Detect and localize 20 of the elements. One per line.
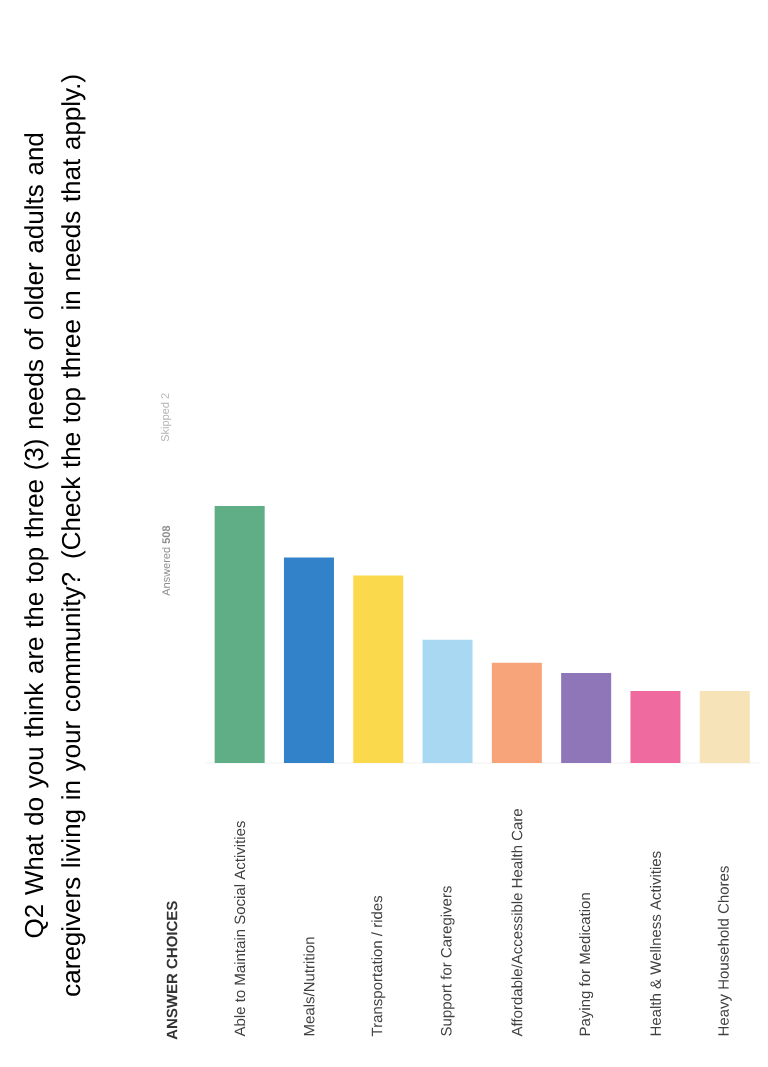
bar [214,506,265,764]
bar [422,639,473,764]
bar [699,691,750,764]
bar [561,673,612,764]
x-tick-label: Health & Wellness Activities [649,851,661,1036]
bar [491,662,542,764]
x-tick-label: Heavy Household Chores [717,866,732,1036]
x-tick-label: Affordable/Accessible Health Care [511,809,523,1037]
x-tick-label: Able to Maintain Social Activities [234,821,246,1037]
x-tick-label: Paying for Medication [579,893,594,1036]
text: ANSWER CHOICES [166,901,178,1040]
x-tick-label: Meals/Nutrition [303,937,315,1036]
x-tick-label: Transportation / rides [371,895,386,1037]
text: Q2 What do you think are the top three (3) needs of older adults and caregivers living in your community? (Check the top three in needs that apply.) [24,75,86,996]
text: Skipped 2 [160,393,172,442]
bar [353,575,404,764]
text: Answered 508 [161,525,171,596]
bar [630,691,681,764]
x-tick-label: Support for Caregivers [440,886,455,1036]
bar [283,557,334,764]
